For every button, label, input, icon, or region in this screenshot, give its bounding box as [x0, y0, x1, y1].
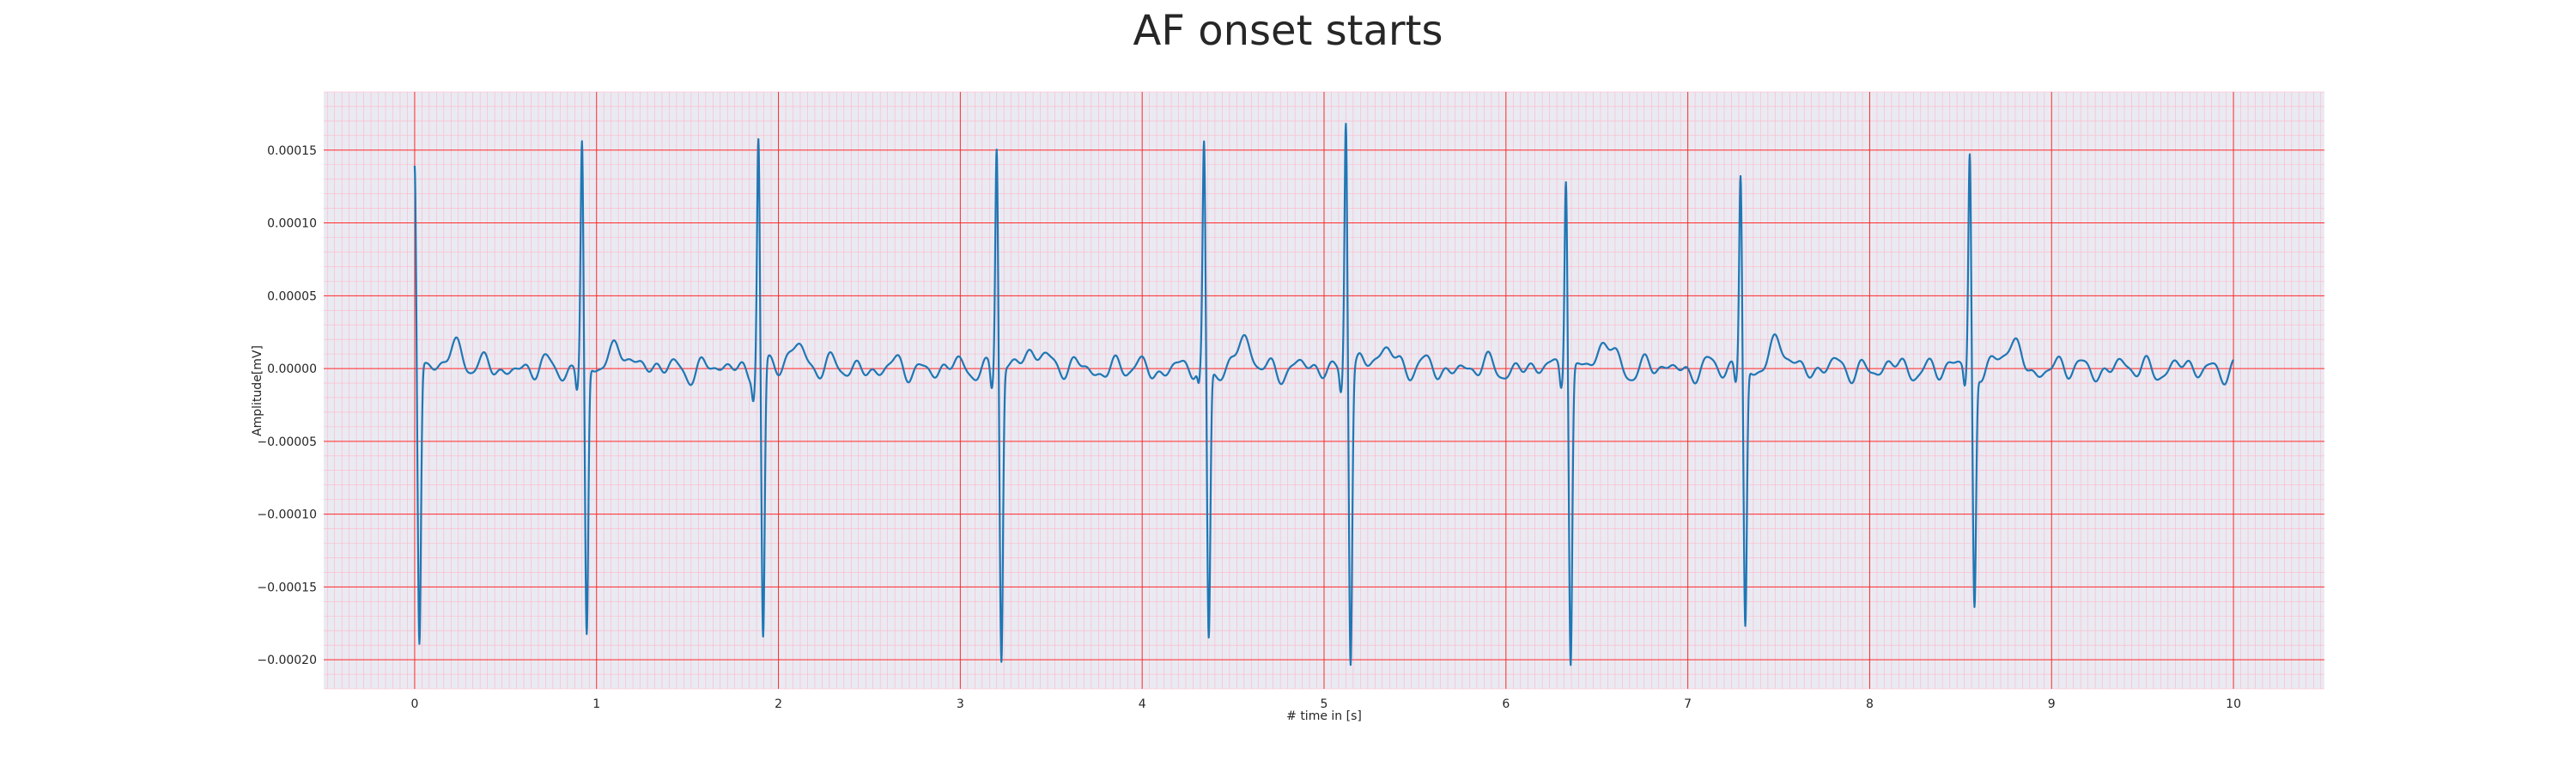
x-tick-label: 4	[1139, 697, 1146, 711]
x-tick-label: 3	[957, 697, 964, 711]
series-line-ecg	[413, 122, 2235, 666]
x-axis-ticks: 0 1 2 3 4 5 6 7 8 9 10	[410, 697, 2241, 711]
y-tick-label: −0.00005	[257, 435, 317, 449]
major-grid	[324, 92, 2324, 689]
y-tick-label: 0.00005	[267, 289, 317, 303]
x-tick-label: 0	[410, 697, 418, 711]
y-tick-label: −0.00020	[257, 654, 317, 667]
x-tick-label: 5	[1321, 697, 1328, 711]
y-tick-label: 0.00015	[267, 144, 317, 158]
y-tick-label: 0.00010	[267, 217, 317, 231]
y-axis-label: Amplitude[mV]	[251, 345, 264, 436]
chart-title: AF onset starts	[1133, 7, 1443, 55]
y-axis-ticks: −0.00020 −0.00015 −0.00010 −0.00005 0.00000 0…	[257, 144, 317, 667]
x-tick-label: 2	[775, 697, 782, 711]
x-tick-label: 6	[1502, 697, 1510, 711]
y-tick-label: −0.00015	[257, 581, 317, 594]
x-axis-label: # time in [s]	[1286, 709, 1362, 723]
x-tick-label: 8	[1866, 697, 1874, 711]
x-tick-label: 7	[1684, 697, 1692, 711]
y-tick-label: 0.00000	[267, 362, 317, 376]
y-tick-label: −0.00010	[257, 508, 317, 522]
x-tick-label: 1	[592, 697, 600, 711]
x-tick-label: 9	[2048, 697, 2056, 711]
x-tick-label: 10	[2226, 697, 2241, 711]
